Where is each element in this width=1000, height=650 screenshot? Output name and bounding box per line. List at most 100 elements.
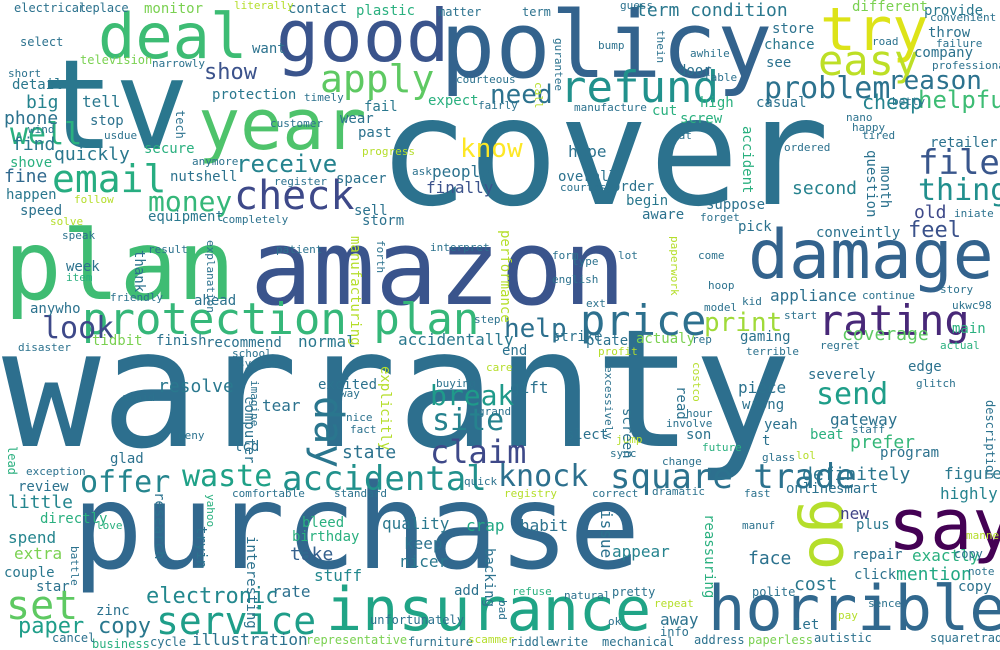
word: follow <box>74 193 114 206</box>
word: kid <box>742 295 762 308</box>
word: lcd <box>234 439 260 455</box>
word: love <box>96 519 123 532</box>
word: patient <box>276 243 323 256</box>
word: excessively <box>602 366 615 439</box>
word: ask <box>412 165 432 178</box>
word: find <box>12 134 56 155</box>
word: past <box>358 125 392 141</box>
word: gurantee <box>552 38 565 91</box>
word: fine <box>4 166 48 187</box>
word: issue <box>597 510 616 559</box>
word: screen <box>619 408 635 459</box>
word: crap <box>466 516 505 535</box>
word: tear <box>262 396 301 415</box>
word: horrible <box>708 572 1000 645</box>
word: pretty <box>612 585 656 599</box>
word: monitor <box>144 1 204 17</box>
word: model <box>704 301 738 314</box>
word: road <box>872 35 899 48</box>
word: protection <box>212 87 297 103</box>
word: stop <box>90 113 124 129</box>
word: keep <box>404 534 443 553</box>
word: hour <box>686 407 713 420</box>
word: deal <box>98 0 248 73</box>
word: call <box>532 82 545 109</box>
word: program <box>880 445 940 461</box>
word: check <box>234 173 355 219</box>
word: wrong <box>742 397 785 413</box>
word: dramatic <box>652 485 705 498</box>
word: thank <box>131 250 147 293</box>
word: forth <box>374 240 387 274</box>
word: usdue <box>104 129 138 142</box>
word: backing <box>481 548 497 608</box>
word: narrowly <box>152 57 205 70</box>
word: short <box>8 67 42 80</box>
word: email <box>52 157 167 201</box>
word: fast <box>744 487 771 500</box>
word: plate <box>586 333 629 349</box>
word: definitely <box>802 464 911 485</box>
word: spacer <box>336 171 387 187</box>
word: illustration <box>192 630 308 649</box>
word: piece <box>738 378 787 397</box>
word: sell <box>354 203 388 219</box>
word: cost <box>794 574 838 595</box>
word: item <box>66 271 93 284</box>
word: receive <box>236 150 338 178</box>
word: mention <box>896 564 972 585</box>
word: timely <box>304 91 344 104</box>
word: copy <box>954 547 983 561</box>
word: prefer <box>850 432 916 453</box>
word: jump <box>616 433 643 446</box>
word: little <box>8 492 74 513</box>
word: copy <box>98 614 151 639</box>
word: show <box>204 60 257 85</box>
word: copy <box>958 579 992 595</box>
word: accidentally <box>398 330 514 349</box>
word: exactly <box>912 546 980 565</box>
word: cancel <box>52 631 96 645</box>
word: tell <box>82 92 121 111</box>
word: regret <box>820 339 860 352</box>
word: purchase <box>72 458 641 596</box>
word: refuse <box>512 585 552 598</box>
word: throw <box>928 25 971 41</box>
word: pay <box>838 609 858 622</box>
word: accidental <box>282 459 487 499</box>
word: old <box>914 202 947 223</box>
word: grand <box>478 405 512 418</box>
word: info <box>660 625 689 639</box>
word: hat <box>672 129 692 142</box>
word: fact <box>350 423 377 436</box>
word: correct <box>592 487 639 500</box>
word: ordered <box>784 141 831 154</box>
word: school <box>232 347 272 360</box>
word: refund <box>560 62 719 113</box>
word: habit <box>520 516 569 535</box>
word: manufacturing <box>347 236 363 346</box>
word: t <box>762 433 771 449</box>
word: detail <box>12 77 63 93</box>
word: tryin <box>193 526 209 569</box>
word: square trade <box>610 457 856 497</box>
word: iniate <box>954 207 994 220</box>
word: feel <box>908 218 961 243</box>
word: tv <box>40 34 190 178</box>
word: select <box>20 35 64 49</box>
word: happy <box>852 121 886 134</box>
word: lol <box>796 449 816 462</box>
word: computer <box>241 396 257 464</box>
word: new <box>840 504 869 523</box>
word: bump <box>598 39 625 52</box>
word: terrible <box>746 345 799 358</box>
word: quality <box>382 514 450 533</box>
word: english <box>552 273 599 286</box>
word: involve <box>666 417 713 430</box>
word: electronic <box>146 584 279 609</box>
word: beat <box>810 427 844 443</box>
word: waste <box>182 459 273 494</box>
word: online <box>786 481 837 497</box>
word: conveintly <box>816 225 901 241</box>
word: week <box>66 259 100 275</box>
